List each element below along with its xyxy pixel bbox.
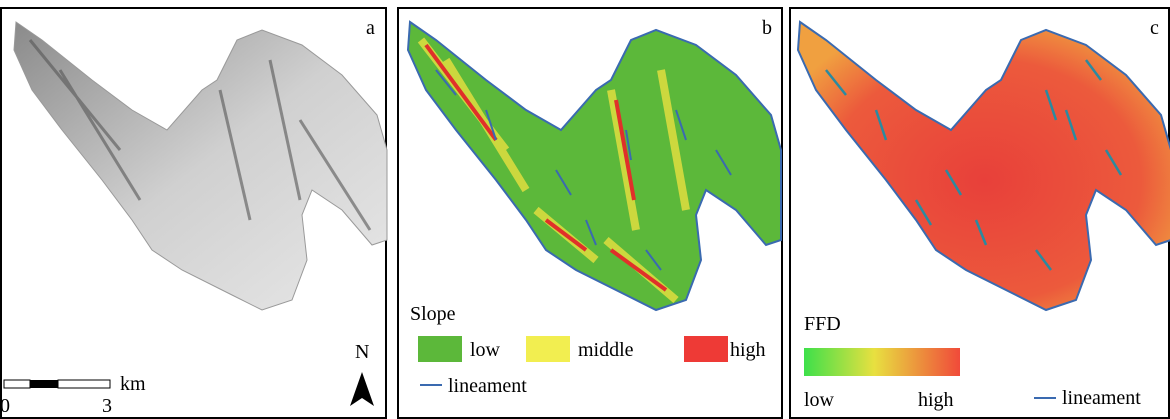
scale-start: 0 [0, 395, 10, 417]
panel-a: a 0 3 km N [0, 8, 387, 418]
legend-title: Slope [410, 303, 456, 325]
page: a 0 3 km N b Slope low middle [0, 0, 1170, 419]
legend-label: high [730, 339, 766, 361]
panel-label: c [1150, 17, 1159, 39]
legend-colorbar [804, 348, 960, 376]
panel-c: c FFD low high lineament [790, 8, 1170, 418]
legend-label: low [804, 389, 835, 411]
scale-unit: km [120, 373, 146, 395]
legend-label: lineament [1062, 387, 1141, 409]
panel-label: a [366, 17, 375, 39]
legend-title: FFD [804, 313, 841, 335]
legend-swatch [684, 336, 728, 362]
legend-label: middle [578, 339, 634, 361]
figure: a 0 3 km N b Slope low middle [0, 0, 1170, 419]
panel-b: b Slope low middle high lineament [398, 8, 782, 418]
legend-label: low [470, 339, 501, 361]
scale-segment [4, 380, 30, 388]
scale-segment [30, 380, 58, 388]
scale-end: 3 [102, 395, 112, 417]
legend-swatch [526, 336, 570, 362]
legend-label: lineament [448, 375, 527, 397]
panel-label: b [762, 17, 772, 39]
legend-label: high [918, 389, 954, 411]
scale-segment [58, 380, 110, 388]
north-label: N [355, 341, 369, 363]
legend-swatch [418, 336, 462, 362]
